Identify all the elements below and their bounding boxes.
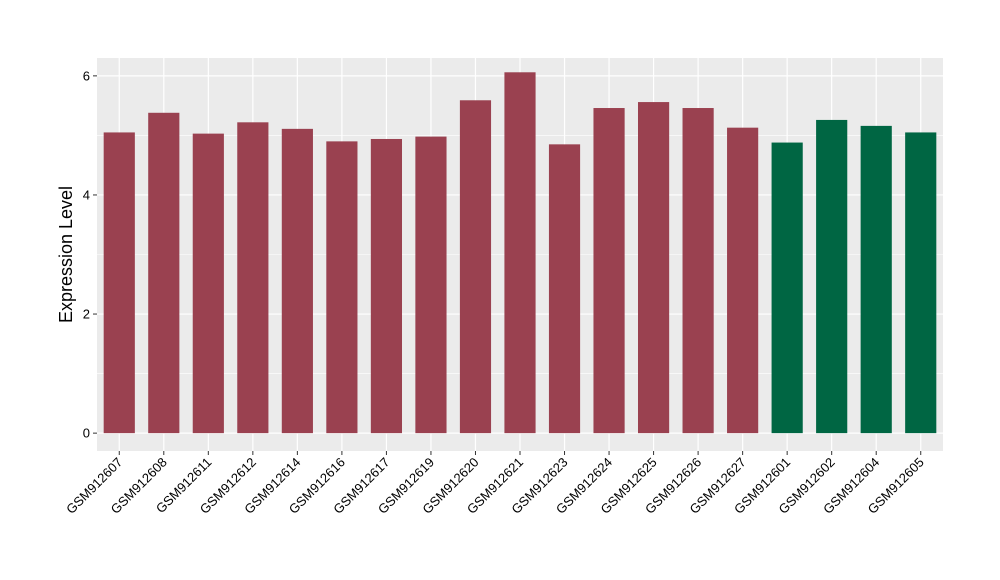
bar-GSM912605: [905, 132, 937, 434]
y-tick-label: 0: [83, 426, 90, 441]
y-axis-title: Expression Level: [56, 186, 76, 323]
bar-GSM912619: [415, 136, 447, 434]
y-tick-label: 6: [83, 68, 90, 83]
bar-GSM912607: [103, 132, 135, 434]
bar-GSM912604: [860, 125, 892, 434]
bars: [103, 72, 937, 434]
bar-GSM912624: [593, 108, 625, 434]
bar-GSM912626: [682, 108, 714, 434]
bar-GSM912602: [816, 119, 848, 434]
bar-GSM912608: [148, 112, 180, 434]
bar-GSM912621: [504, 72, 536, 434]
y-tick-label: 4: [83, 187, 90, 202]
bar-GSM912611: [192, 133, 224, 434]
bar-GSM912617: [370, 138, 403, 434]
x-axis: GSM912607GSM912608GSM912611GSM912612GSM9…: [63, 451, 927, 517]
bar-GSM912627: [727, 127, 759, 434]
bar-GSM912623: [548, 144, 581, 434]
y-tick-label: 2: [83, 307, 90, 322]
y-axis: 0 2 4 6: [83, 68, 97, 441]
bar-GSM912620: [459, 100, 492, 434]
bar-GSM912612: [237, 122, 269, 434]
bar-GSM912601: [771, 142, 803, 434]
bar-GSM912616: [326, 141, 358, 434]
bar-GSM912614: [281, 128, 313, 434]
bar-GSM912625: [637, 102, 670, 434]
